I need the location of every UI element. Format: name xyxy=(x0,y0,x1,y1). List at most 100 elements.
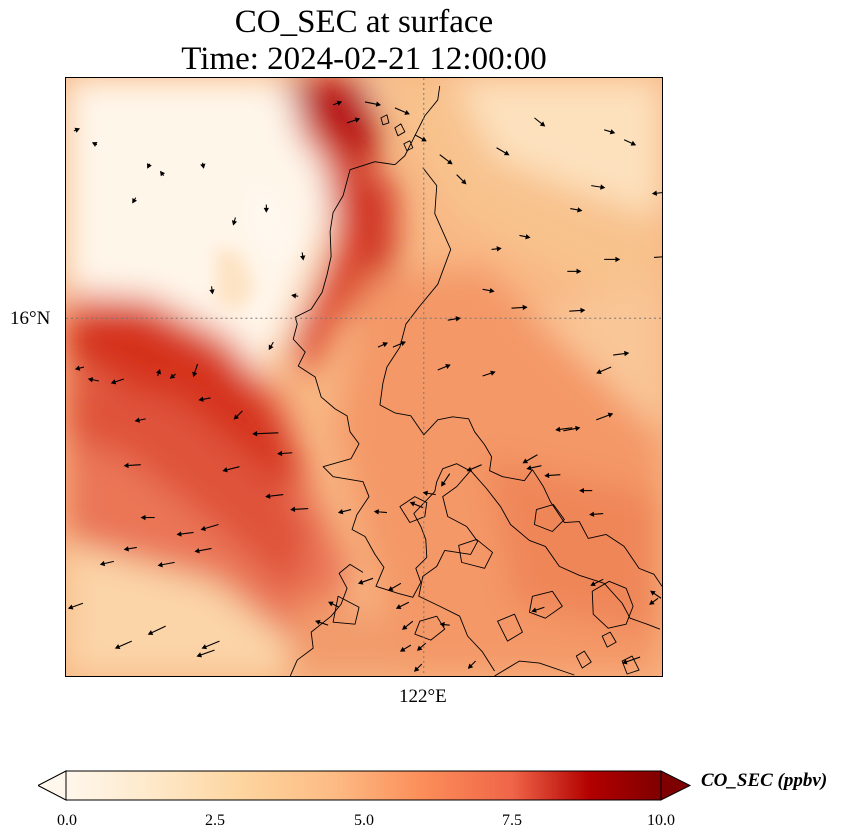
colorbar-label: CO_SEC (ppbv) xyxy=(701,770,828,791)
wind-arrow-head xyxy=(490,370,496,376)
masbate xyxy=(528,590,563,619)
wind-arrow-head xyxy=(132,198,137,204)
wind-arrow-head xyxy=(596,369,602,375)
wind-arrow-head xyxy=(155,368,162,375)
wind-arrow-head xyxy=(263,207,270,213)
samar-coast xyxy=(591,580,634,629)
wind-arrow-head xyxy=(209,289,215,295)
luzon-northeast-coast xyxy=(379,167,662,587)
longitude-tick-label: 122°E xyxy=(399,686,447,707)
wind-arrow-head xyxy=(169,373,176,379)
wind-arrow-head xyxy=(157,562,163,568)
lake-laguna xyxy=(399,496,428,523)
wind-arrow-head xyxy=(466,466,473,472)
wind-arrow-head xyxy=(630,140,637,146)
wind-arrow-head xyxy=(252,430,258,437)
colorbar-extend-high xyxy=(660,770,692,801)
wind-arrow-head xyxy=(123,462,129,469)
wind-arrow-head xyxy=(290,506,296,513)
wind-arrow-head xyxy=(651,190,658,196)
islet-north-2 xyxy=(380,114,390,126)
wind-arrow-head xyxy=(422,490,428,496)
wind-arrow-head xyxy=(416,645,423,651)
wind-arrow-head xyxy=(99,560,106,567)
wind-arrow-head xyxy=(300,255,306,261)
wind-arrow-head xyxy=(196,652,202,658)
colorbar-gradient xyxy=(65,770,662,801)
wind-arrow-head xyxy=(414,666,420,672)
marinduque xyxy=(414,615,446,641)
polillo xyxy=(458,539,494,569)
wind-arrow-head xyxy=(522,304,528,311)
wind-arrow-head xyxy=(265,493,271,499)
wind-arrow-head xyxy=(222,467,228,473)
wind-arrow-head xyxy=(268,344,274,351)
wind-arrow-head xyxy=(525,234,531,240)
wind-arrow-head xyxy=(373,509,379,515)
wind-arrow-head xyxy=(609,129,616,135)
wind-arrow-head xyxy=(589,511,595,517)
islet-north-3 xyxy=(403,140,414,152)
wind-arrow-head xyxy=(577,207,583,213)
wind-arrow-head xyxy=(421,136,427,142)
wind-arrow-head xyxy=(439,621,445,628)
wind-arrow-head xyxy=(400,341,406,347)
wind-arrow-head xyxy=(522,458,529,464)
wind-arrow-shaft xyxy=(253,432,279,435)
luzon-east-coast xyxy=(412,85,441,140)
wind-arrow-head xyxy=(198,396,204,402)
wind-arrow-head xyxy=(315,619,321,625)
wind-arrow-head xyxy=(200,163,206,169)
colorbar-tick-0: 0.0 xyxy=(57,812,77,829)
burias xyxy=(497,613,523,642)
wind-arrow-head xyxy=(576,268,582,275)
wind-arrow-head xyxy=(192,371,198,378)
wind-arrow-head xyxy=(409,501,416,507)
wind-arrow-head xyxy=(503,150,510,156)
wind-arrow-head xyxy=(615,256,621,263)
mindoro xyxy=(494,660,575,676)
colorbar-tick-2: 5.0 xyxy=(354,812,374,829)
wind-arrow-head xyxy=(328,601,334,607)
colorbar-extend-low xyxy=(38,770,67,801)
colorbar-tick-1: 2.5 xyxy=(205,812,225,829)
wind-arrow-head xyxy=(74,365,81,371)
wind-arrow-head xyxy=(74,127,81,133)
wind-arrow-head xyxy=(445,364,451,369)
catanduanes xyxy=(533,504,565,532)
wind-arrow-head xyxy=(461,179,467,185)
wind-arrow-head xyxy=(387,586,394,591)
wind-arrow-head xyxy=(395,604,402,609)
wind-arrow-head xyxy=(575,425,581,432)
wind-arrow-head xyxy=(455,316,461,322)
wind-arrow-head xyxy=(580,307,586,314)
wind-arrow-head xyxy=(624,350,630,357)
colorbar-tick-4: 10.0 xyxy=(647,812,675,829)
coastlines xyxy=(289,85,662,676)
gridlines xyxy=(66,78,662,676)
title-line-2: Time: 2024-02-21 12:00:00 xyxy=(181,41,547,77)
wind-arrow-head xyxy=(401,624,408,630)
bicol-peninsula xyxy=(418,471,495,672)
wind-arrow-head xyxy=(622,659,628,665)
wind-arrow-head xyxy=(123,546,129,552)
wind-arrow-head xyxy=(649,599,655,605)
latitude-tick-label: 16°N xyxy=(10,308,51,329)
wind-arrow-head xyxy=(600,184,606,190)
luzon-west-coast xyxy=(292,139,661,630)
wind-arrow-head xyxy=(87,377,94,383)
wind-arrow-head xyxy=(159,170,166,177)
colorbar xyxy=(38,770,692,801)
small-island-3 xyxy=(601,631,617,648)
islet-north-1 xyxy=(394,123,406,137)
wind-arrow-head xyxy=(579,487,585,494)
wind-arrow-head xyxy=(531,607,537,613)
lubang-islands xyxy=(332,595,360,625)
wind-arrow-shaft xyxy=(653,256,662,258)
wind-arrow-head xyxy=(231,220,238,226)
concentration-field xyxy=(66,78,662,676)
wind-arrow-head xyxy=(277,450,283,457)
south-coast xyxy=(289,563,364,676)
wind-arrow-head xyxy=(114,644,121,650)
wind-arrow-head xyxy=(354,117,361,123)
